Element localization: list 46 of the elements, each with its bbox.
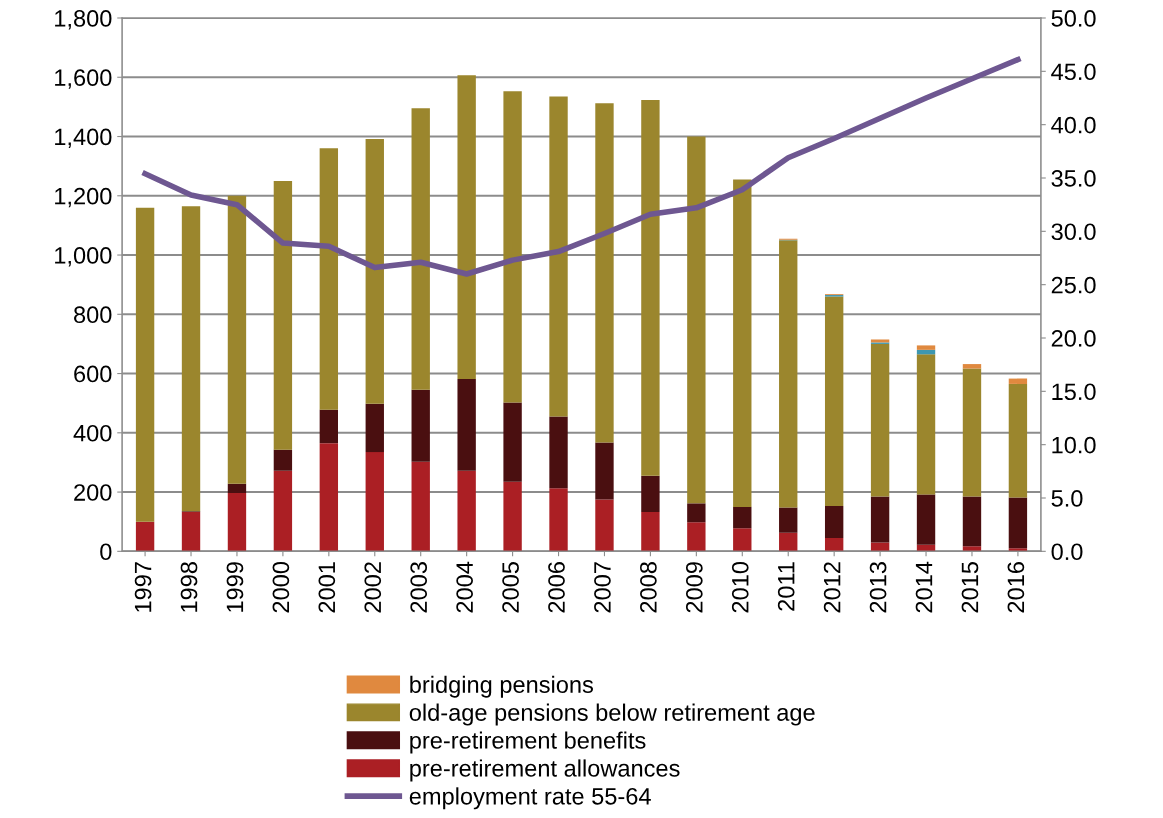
x-tick-label: 2016 [1007,562,1025,613]
x-tick-label: 1997 [134,562,152,612]
legend-label: pre-retirement benefits [410,731,646,754]
x-tick-label: 2005 [502,562,519,613]
x-tick-label: 2000 [272,561,290,613]
y2-tick-label: 15.0 [1052,383,1096,401]
x-tick-label: 2014 [915,561,933,613]
y-tick-label: 800 [74,306,112,324]
legend-label: bridging pensions [410,675,593,698]
y-tick-label: 1,800 [55,10,112,30]
x-tick-label: 2009 [685,562,703,613]
y-tick-label: 1,600 [55,69,112,89]
y2-tick-label: 25.0 [1051,276,1096,294]
y-tick-label: 1,200 [55,187,112,208]
x-tick-label: 1998 [180,562,198,612]
y2-tick-label: 35.0 [1051,170,1096,187]
x-tick-label: 2010 [731,561,749,613]
x-tick-label: 2012 [823,562,841,613]
y2-tick-label: 40.0 [1051,116,1096,134]
y-tick-label: 400 [73,424,112,442]
y2-tick-label: 50.0 [1051,10,1096,27]
x-tick-label: 2002 [364,562,382,613]
legend-label: old-age pensions below retirement age [409,703,815,726]
y2-tick-label: 10.0 [1052,436,1096,454]
y2-tick-label: 5.0 [1051,490,1083,507]
x-tick-label: 2004 [456,561,473,613]
legend-label: pre-retirement allowances [410,759,680,782]
y-tick-label: 600 [74,365,112,383]
x-tick-label: 2011 [777,562,795,611]
x-tick-label: 2007 [594,562,611,613]
x-tick-label: 2006 [548,562,565,613]
legend-label: employment rate 55-64 [409,787,651,810]
y-tick-label: 200 [74,484,112,501]
x-tick-label: 1999 [226,562,244,612]
x-tick-label: 2013 [869,562,887,613]
x-tick-label: 2001 [318,562,336,613]
x-tick-label: 2015 [961,562,979,613]
y2-tick-label: 20.0 [1051,330,1096,347]
y2-tick-label: 30.0 [1051,223,1096,241]
x-tick-label: 2003 [410,562,428,613]
y-tick-label: 1,000 [55,247,112,267]
x-tick-label: 2008 [640,562,657,613]
y-tick-label: 1,400 [55,128,112,149]
y-tick-label: 0 [100,543,112,561]
y2-tick-label: 0.0 [1051,543,1083,561]
y2-tick-label: 45.0 [1051,63,1096,81]
